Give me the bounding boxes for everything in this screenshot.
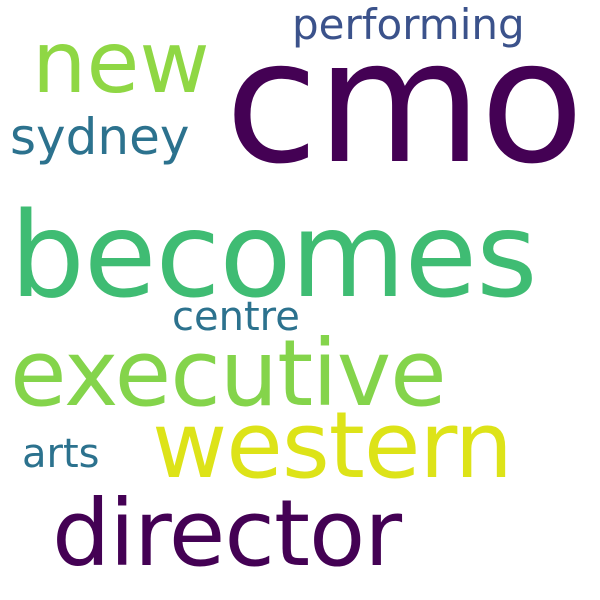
word-performing: performing <box>292 0 525 49</box>
word-centre: centre <box>172 294 300 340</box>
word-new: new <box>32 13 210 113</box>
word-becomes: becomes <box>10 186 538 324</box>
word-executive: executive <box>10 320 447 427</box>
word-cmo: cmo <box>225 4 584 202</box>
word-sydney: sydney <box>10 108 190 166</box>
word-director: director <box>52 480 402 587</box>
word-western: western <box>152 392 513 499</box>
word-arts: arts <box>22 431 100 477</box>
